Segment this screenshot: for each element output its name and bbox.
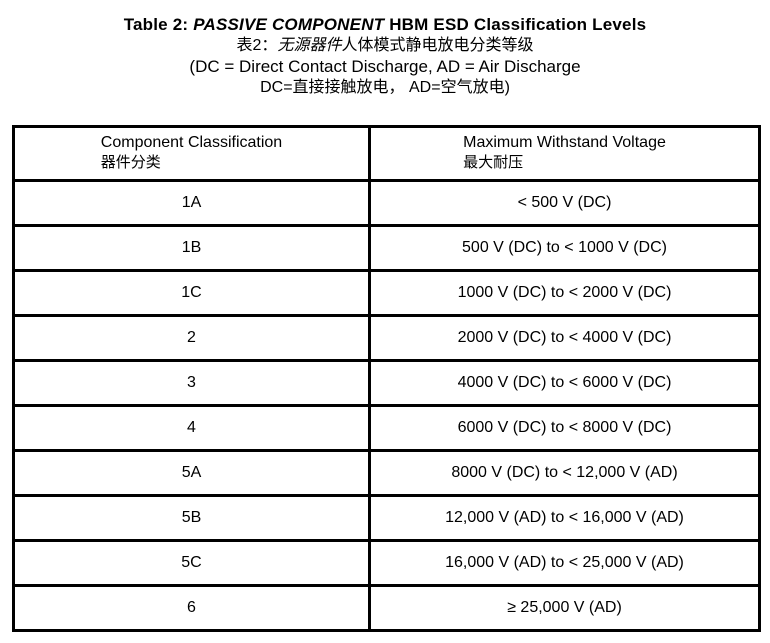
table-row: 2 2000 V (DC) to < 4000 V (DC) [12, 314, 761, 362]
table-caption: Table 2: PASSIVE COMPONENT HBM ESD Class… [0, 0, 770, 98]
title-suffix: HBM ESD Classification Levels [384, 15, 647, 34]
table-title-english: Table 2: PASSIVE COMPONENT HBM ESD Class… [0, 14, 770, 35]
table-row: 6 ≥ 25,000 V (AD) [12, 584, 761, 632]
classification-cell: 1A [12, 179, 371, 227]
voltage-cell: 6000 V (DC) to < 8000 V (DC) [368, 404, 761, 452]
header-en-label: Component Classification [100, 134, 283, 151]
title-italic-passive-component: PASSIVE COMPONENT [193, 15, 385, 34]
header-en-label: Maximum Withstand Voltage [463, 134, 666, 151]
header-row: Component Classification 器件分类 Maximum Wi… [12, 125, 761, 182]
header-zh-label: 器件分类 [100, 154, 161, 171]
title-zh-prefix: 表2： [236, 37, 278, 54]
classification-cell: 3 [12, 359, 371, 407]
table-row: 1C 1000 V (DC) to < 2000 V (DC) [12, 269, 761, 317]
abbreviation-note-english: (DC = Direct Contact Discharge, AD = Air… [189, 57, 581, 76]
table-row: 3 4000 V (DC) to < 6000 V (DC) [12, 359, 761, 407]
abbreviation-note-chinese: DC=直接接触放电， AD=空气放电) [260, 79, 510, 96]
voltage-cell: 8000 V (DC) to < 12,000 V (AD) [368, 449, 761, 497]
table-row: 5C 16,000 V (AD) to < 25,000 V (AD) [12, 539, 761, 587]
table-title-chinese: 表2：无源器件人体模式静电放电分类等级 [0, 35, 770, 56]
header-maximum-withstand-voltage: Maximum Withstand Voltage 最大耐压 [368, 125, 761, 182]
classification-cell: 2 [12, 314, 371, 362]
voltage-cell: < 500 V (DC) [368, 179, 761, 227]
table-row: 1B 500 V (DC) to < 1000 V (DC) [12, 224, 761, 272]
voltage-cell: 500 V (DC) to < 1000 V (DC) [368, 224, 761, 272]
classification-cell: 5A [12, 449, 371, 497]
header-block: Maximum Withstand Voltage 最大耐压 [463, 133, 666, 172]
classification-cell: 1C [12, 269, 371, 317]
header-component-classification: Component Classification 器件分类 [12, 125, 371, 182]
voltage-cell: 2000 V (DC) to < 4000 V (DC) [368, 314, 761, 362]
voltage-cell: 1000 V (DC) to < 2000 V (DC) [368, 269, 761, 317]
classification-cell: 5B [12, 494, 371, 542]
voltage-cell: 12,000 V (AD) to < 16,000 V (AD) [368, 494, 761, 542]
header-zh-label: 最大耐压 [463, 154, 524, 171]
title-prefix: Table 2: [123, 15, 194, 34]
title-zh-suffix: 人体模式静电放电分类等级 [341, 37, 534, 54]
table-row: 5B 12,000 V (AD) to < 16,000 V (AD) [12, 494, 761, 542]
classification-cell: 4 [12, 404, 371, 452]
voltage-cell: ≥ 25,000 V (AD) [368, 584, 761, 632]
voltage-cell: 4000 V (DC) to < 6000 V (DC) [368, 359, 761, 407]
classification-cell: 1B [12, 224, 371, 272]
table-row: 4 6000 V (DC) to < 8000 V (DC) [12, 404, 761, 452]
classification-cell: 6 [12, 584, 371, 632]
table-row: 1A < 500 V (DC) [12, 179, 761, 227]
table-row: 5A 8000 V (DC) to < 12,000 V (AD) [12, 449, 761, 497]
classification-cell: 5C [12, 539, 371, 587]
header-block: Component Classification 器件分类 [101, 133, 282, 172]
title-zh-italic: 无源器件 [277, 37, 342, 54]
voltage-cell: 16,000 V (AD) to < 25,000 V (AD) [368, 539, 761, 587]
esd-classification-table: Component Classification 器件分类 Maximum Wi… [12, 125, 761, 632]
